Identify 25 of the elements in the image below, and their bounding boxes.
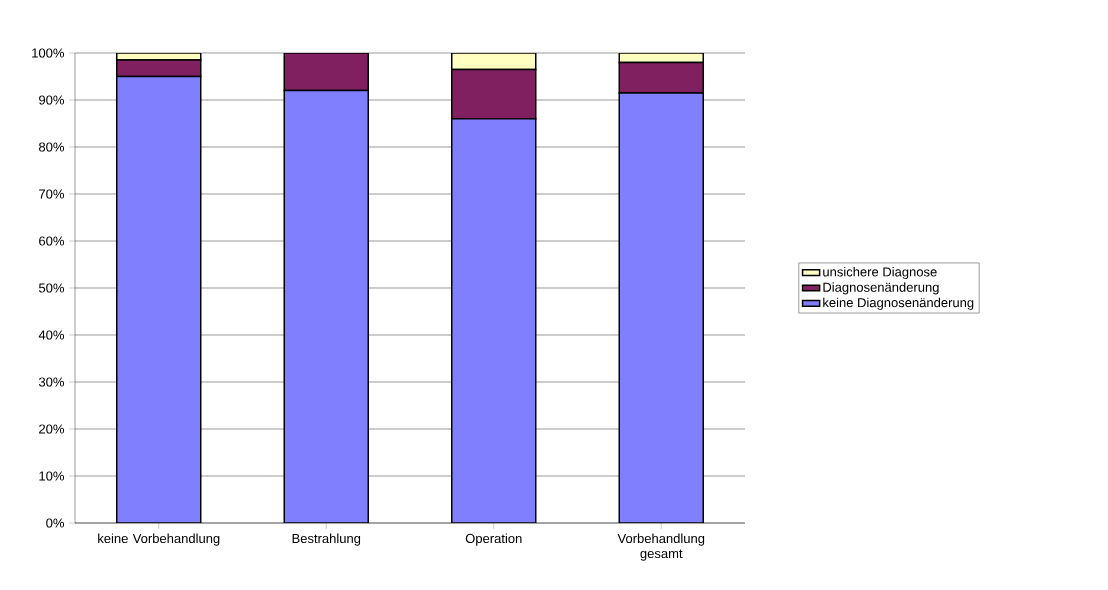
bar <box>283 53 369 92</box>
y-tick-label: 40% <box>38 330 65 340</box>
legend-label: unsichere Diagnose <box>823 266 937 280</box>
bar <box>116 75 202 523</box>
bar <box>618 92 704 523</box>
legend-label: keine Diagnosenänderung <box>823 297 974 310</box>
x-tick-label: keine Vorbehandlung <box>98 533 220 546</box>
legend-label: Diagnosenänderung <box>823 282 939 295</box>
bar <box>283 89 369 523</box>
y-tick-label: 80% <box>39 142 65 152</box>
x-tick-label: Vorbehandlung gesamt <box>617 533 705 561</box>
y-tick-label: 90% <box>39 95 65 105</box>
y-tick-label: 20% <box>39 424 65 434</box>
y-tick-label: 30% <box>38 377 65 387</box>
y-tick-label: 70% <box>39 189 65 199</box>
y-tick-label: 60% <box>39 236 65 246</box>
x-tick-label: Bestrahlung <box>292 533 361 546</box>
y-tick-label: 100% <box>32 48 65 58</box>
bar <box>618 61 704 94</box>
y-tick-label: 50% <box>38 283 65 293</box>
y-tick-label: 0% <box>46 518 65 528</box>
bar <box>451 118 537 523</box>
y-tick-label: 10% <box>39 471 65 481</box>
x-tick-label: Operation <box>465 533 522 546</box>
bar <box>451 68 537 120</box>
